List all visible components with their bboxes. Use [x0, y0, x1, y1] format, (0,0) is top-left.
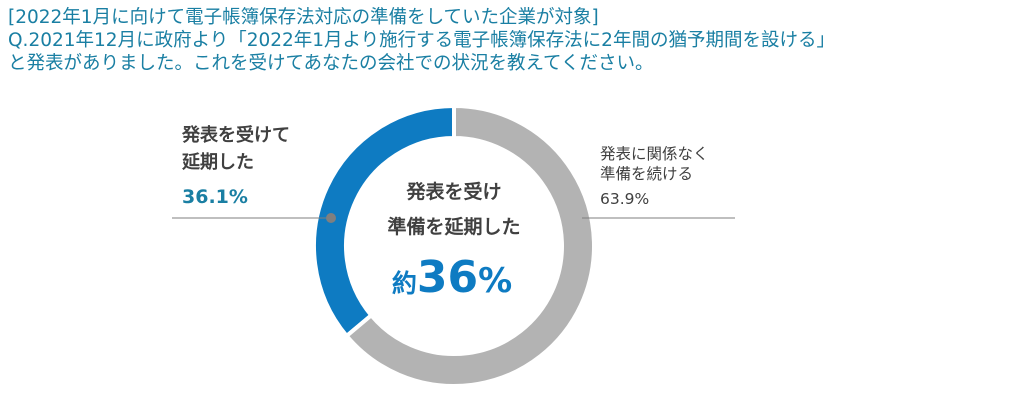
question-header: [2022年1月に向けて電子帳簿保存法対応の準備をしていた企業が対象] Q.20…	[8, 6, 1018, 75]
donut-slices	[312, 103, 596, 388]
slice-value-continue: 63.9%	[600, 190, 650, 208]
header-line-3: と発表がありました。これを受けてあなたの会社での状況を教えてください。	[8, 53, 654, 74]
slice-continue	[343, 103, 596, 388]
center-highlight: 約36%	[392, 252, 512, 303]
center-highlight-unit: %	[478, 261, 513, 301]
center-highlight-prefix: 約	[391, 269, 417, 298]
left-leader-dot	[326, 213, 336, 223]
header-line-1: [2022年1月に向けて電子帳簿保存法対応の準備をしていた企業が対象]	[8, 7, 599, 28]
slice-label-postponed-line1: 発表を受けて	[182, 125, 290, 146]
slice-value-postponed: 36.1%	[182, 186, 248, 208]
slice-label-postponed-line2: 延期した	[182, 152, 254, 173]
slice-label-continue-line2: 準備を続ける	[600, 165, 694, 183]
slice-label-continue: 発表に関係なく 準備を続ける	[600, 144, 709, 184]
slice-label-postponed: 発表を受けて 延期した	[182, 122, 290, 176]
center-text-line1: 発表を受け	[406, 181, 502, 203]
header-line-2: Q.2021年12月に政府より「2022年1月より施行する電子帳簿保存法に2年間…	[8, 30, 835, 51]
center-highlight-number: 36	[416, 252, 479, 303]
center-text-line2: 準備を延期した	[387, 216, 521, 238]
slice-label-continue-line1: 発表に関係なく	[600, 145, 709, 163]
